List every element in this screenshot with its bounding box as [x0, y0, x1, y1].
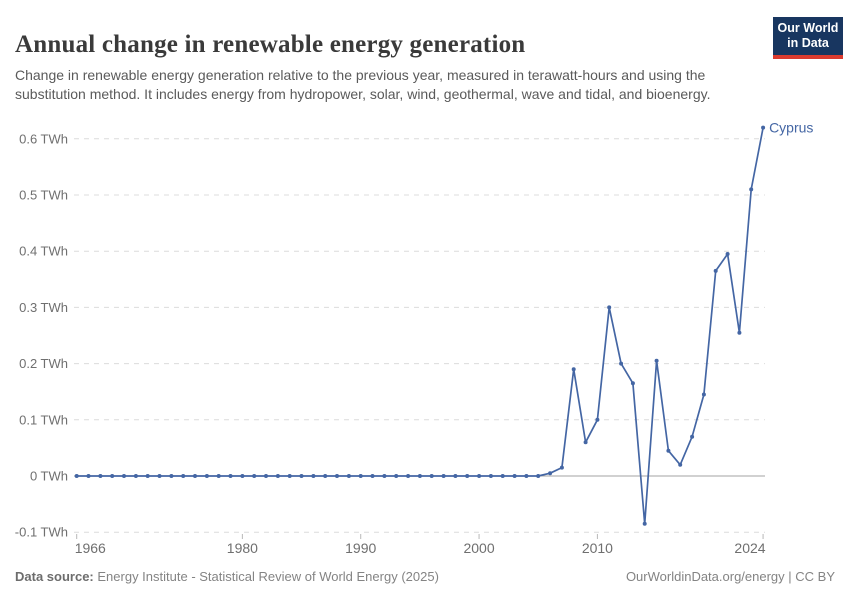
data-point [713, 268, 718, 273]
data-point [429, 474, 434, 478]
data-point [346, 474, 351, 478]
page-title: Annual change in renewable energy genera… [15, 30, 526, 58]
data-point [133, 474, 138, 478]
chart-subtitle: Change in renewable energy generation re… [15, 67, 711, 102]
data-point [299, 474, 304, 478]
data-point [453, 474, 458, 478]
data-point [252, 474, 257, 478]
chart-plot-area: -0.1 TWh 0 TWh 0.1 TWh 0.2 TWh 0.3 TWh 0.4 TW… [15, 120, 814, 556]
data-point [678, 462, 683, 467]
data-point [311, 474, 316, 478]
data-point [642, 521, 647, 526]
x-axis-tick-label: 2024 [734, 540, 765, 556]
data-point [583, 440, 588, 445]
y-axis-tick-label: 0.6 TWh [19, 131, 68, 146]
data-point [690, 434, 695, 439]
data-point [465, 474, 470, 478]
data-point [228, 474, 233, 478]
data-point [548, 471, 553, 476]
cyprus-line [75, 126, 764, 525]
y-axis-tick-label: 0 TWh [30, 469, 68, 484]
owid-logo-line2: in Data [787, 36, 829, 50]
data-point [595, 417, 600, 422]
data-point [536, 474, 541, 478]
y-axis-tick-label: 0.1 TWh [19, 412, 68, 427]
owid-license-link[interactable]: OurWorldinData.org/energy | CC BY [625, 569, 835, 584]
data-point [619, 361, 624, 366]
data-point [181, 474, 186, 478]
x-axis-tick-label: 1990 [345, 540, 376, 556]
chart-footer: Data source: Energy Institute - Statisti… [15, 569, 835, 584]
data-point [500, 474, 505, 478]
data-point [749, 187, 754, 192]
data-point [524, 474, 529, 478]
data-point [488, 474, 493, 478]
owid-logo[interactable]: Our World in Data [773, 17, 843, 59]
data-point [394, 474, 399, 478]
data-point [216, 474, 221, 478]
x-axis-tick-label: 2010 [582, 540, 613, 556]
data-point [323, 474, 328, 478]
data-point [761, 125, 766, 130]
data-point [654, 358, 659, 363]
data-source-note: Data source: Energy Institute - Statisti… [15, 569, 439, 584]
data-point [725, 252, 730, 256]
series-label-cyprus[interactable]: Cyprus [769, 120, 813, 136]
data-point [335, 474, 339, 478]
data-point [630, 381, 635, 386]
data-point [122, 474, 126, 478]
data-point [145, 474, 150, 478]
x-axis-tick-label: 1966 [75, 540, 106, 556]
data-point [264, 474, 268, 478]
data-point [737, 330, 742, 335]
data-point [74, 474, 79, 478]
data-source-text: Energy Institute - Statistical Review of… [97, 569, 439, 584]
y-axis-tick-label: 0.2 TWh [19, 356, 68, 371]
data-point [157, 474, 162, 478]
data-point [275, 474, 280, 478]
y-axis-tick-label: 0.5 TWh [19, 188, 68, 203]
data-point [666, 448, 671, 453]
data-point [204, 474, 209, 478]
y-axis-tick-label: -0.1 TWh [15, 525, 68, 540]
x-axis-tick-label: 2000 [463, 540, 494, 556]
data-point [477, 474, 482, 478]
data-point [169, 474, 174, 478]
data-point [193, 474, 197, 478]
data-source-label: Data source: [15, 569, 94, 584]
data-point [287, 474, 292, 478]
data-point [358, 474, 363, 478]
data-point [701, 392, 706, 397]
y-axis-tick-label: 0.3 TWh [19, 300, 68, 315]
data-point [406, 474, 411, 478]
x-axis-tick-label: 1980 [227, 540, 258, 556]
data-point [240, 474, 245, 478]
data-point [98, 474, 103, 478]
data-point [370, 474, 375, 478]
data-point [607, 305, 612, 310]
data-point [382, 474, 387, 478]
data-point [571, 367, 576, 372]
data-point [417, 474, 422, 478]
data-point [441, 474, 446, 478]
owid-logo-line1: Our World [777, 21, 839, 35]
data-point [110, 474, 115, 478]
data-point [86, 474, 91, 478]
y-axis-tick-label: 0.4 TWh [19, 244, 68, 259]
data-point [559, 465, 564, 470]
data-point [512, 474, 517, 478]
